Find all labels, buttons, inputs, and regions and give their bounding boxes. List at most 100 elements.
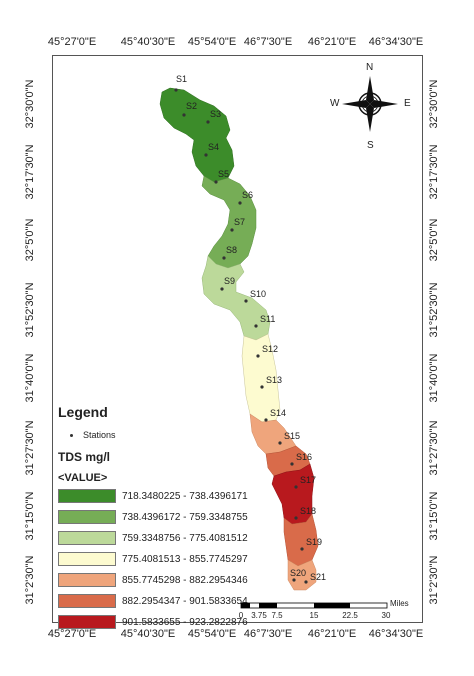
scale-tick-label: 7.5 bbox=[271, 611, 283, 620]
scale-unit-label: Miles bbox=[390, 599, 409, 608]
top-axis-label: 46°21'0"E bbox=[307, 36, 357, 48]
station-point bbox=[300, 547, 304, 551]
legend-field-name: TDS mg/l bbox=[58, 450, 111, 464]
legend-value-label: <VALUE> bbox=[58, 472, 108, 484]
legend-class-range: 738.4396172 - 759.3348755 bbox=[122, 511, 248, 523]
map-frame bbox=[52, 55, 423, 623]
legend-class-range: 759.3348756 - 775.4081512 bbox=[122, 532, 248, 544]
station-point bbox=[254, 324, 258, 328]
river-segment-class-5-lower bbox=[287, 559, 317, 591]
legend-class-row: 775.4081513 - 855.7745297 bbox=[58, 550, 253, 568]
scale-tick-label: 30 bbox=[381, 611, 391, 620]
north-label: N bbox=[366, 62, 374, 73]
north-arrow: N S W E bbox=[330, 62, 411, 152]
station-label: S18 bbox=[300, 506, 316, 516]
compass-rose-icon bbox=[342, 76, 398, 132]
scale-tick-label: 0 bbox=[238, 611, 244, 620]
station-point bbox=[256, 354, 260, 358]
river-segments bbox=[159, 87, 319, 591]
station-point bbox=[264, 418, 268, 422]
legend-class-row: 901.5833655 - 923.2822876 bbox=[58, 613, 253, 631]
legend-class-range: 901.5833655 - 923.2822876 bbox=[122, 616, 248, 628]
station-point bbox=[244, 299, 248, 303]
bottom-axis-label: 45°27'0"E bbox=[47, 628, 97, 640]
station-label: S21 bbox=[310, 572, 326, 582]
station-label: S16 bbox=[296, 452, 312, 462]
station-label: S5 bbox=[218, 169, 229, 179]
legend-stations-row: Stations bbox=[58, 430, 253, 440]
station-label: S10 bbox=[250, 289, 266, 299]
station-point bbox=[204, 153, 208, 157]
station-label: S3 bbox=[210, 109, 221, 119]
station-label: S20 bbox=[290, 568, 306, 578]
south-label: S bbox=[367, 140, 374, 151]
top-axis-label: 45°40'30"E bbox=[120, 36, 176, 48]
station-point bbox=[238, 201, 242, 205]
legend-class-row: 882.2954347 - 901.5833654 bbox=[58, 592, 253, 610]
bottom-axis-label: 46°7'30"E bbox=[243, 628, 293, 640]
scale-tick-label: 15 bbox=[309, 611, 319, 620]
scale-bar-graphic bbox=[240, 602, 388, 609]
legend-swatch bbox=[58, 531, 116, 545]
legend-class-row: 718.3480225 - 738.4396171 bbox=[58, 487, 253, 505]
legend-class-range: 855.7745298 - 882.2954346 bbox=[122, 574, 248, 586]
station-label: S9 bbox=[224, 276, 235, 286]
station-point bbox=[222, 256, 226, 260]
station-point bbox=[174, 88, 178, 92]
station-label: S6 bbox=[242, 190, 253, 200]
top-axis-label: 45°54'0"E bbox=[187, 36, 237, 48]
river-segment-class-6-lower bbox=[283, 513, 319, 567]
station-point-icon bbox=[70, 433, 73, 437]
station-label: S8 bbox=[226, 245, 237, 255]
station-label: S13 bbox=[266, 375, 282, 385]
station-label: S17 bbox=[300, 475, 316, 485]
legend-class-range: 775.4081513 - 855.7745297 bbox=[122, 553, 248, 565]
station-label: S2 bbox=[186, 101, 197, 111]
station-label: S1 bbox=[176, 74, 187, 84]
station-label: S14 bbox=[270, 408, 286, 418]
station-point bbox=[260, 385, 264, 389]
station-label: S15 bbox=[284, 431, 300, 441]
station-point bbox=[278, 441, 282, 445]
top-axis-label: 45°27'0"E bbox=[47, 36, 97, 48]
stations-layer: S1 S2 S3 S4 S5 S6 S7 S8 S9 S10 S11 S12 S13 S14 S15 S16 S… bbox=[174, 74, 326, 584]
legend-class-row: 855.7745298 - 882.2954346 bbox=[58, 571, 253, 589]
station-point bbox=[304, 580, 308, 584]
station-point bbox=[290, 462, 294, 466]
legend-class-row: 759.3348756 - 775.4081512 bbox=[58, 529, 253, 547]
river-segment-class-4 bbox=[241, 333, 281, 423]
bottom-axis-label: 46°34'30"E bbox=[368, 628, 424, 640]
west-label: W bbox=[330, 98, 340, 109]
station-label: S19 bbox=[306, 537, 322, 547]
legend: Legend Stations TDS mg/l <VALUE> 718.348… bbox=[58, 404, 253, 631]
east-label: E bbox=[404, 98, 411, 109]
legend-swatch bbox=[58, 552, 116, 566]
station-label: S11 bbox=[260, 314, 275, 324]
legend-class-range: 882.2954347 - 901.5833654 bbox=[122, 595, 248, 607]
legend-swatch bbox=[58, 510, 116, 524]
scale-tick-label: 22.5 bbox=[342, 611, 358, 620]
station-label: S7 bbox=[234, 217, 245, 227]
top-axis-label: 46°34'30"E bbox=[368, 36, 424, 48]
station-point bbox=[294, 516, 298, 520]
station-point bbox=[294, 485, 298, 489]
bottom-axis-label: 45°40'30"E bbox=[120, 628, 176, 640]
station-point bbox=[230, 228, 234, 232]
legend-swatch bbox=[58, 615, 116, 629]
bottom-axis-label: 45°54'0"E bbox=[187, 628, 237, 640]
legend-class-range: 718.3480225 - 738.4396171 bbox=[122, 490, 248, 502]
legend-swatch bbox=[58, 573, 116, 587]
station-point bbox=[214, 180, 218, 184]
bottom-axis-label: 46°21'0"E bbox=[307, 628, 357, 640]
legend-swatch bbox=[58, 594, 116, 608]
legend-classes: 718.3480225 - 738.4396171 738.4396172 - 7… bbox=[58, 487, 253, 631]
legend-title: Legend bbox=[58, 404, 108, 420]
legend-class-row: 738.4396172 - 759.3348755 bbox=[58, 508, 253, 526]
legend-swatch bbox=[58, 489, 116, 503]
station-point bbox=[206, 120, 210, 124]
station-label: S4 bbox=[208, 142, 219, 152]
station-point bbox=[220, 287, 224, 291]
top-axis-label: 46°7'30"E bbox=[243, 36, 293, 48]
station-point bbox=[182, 113, 186, 117]
